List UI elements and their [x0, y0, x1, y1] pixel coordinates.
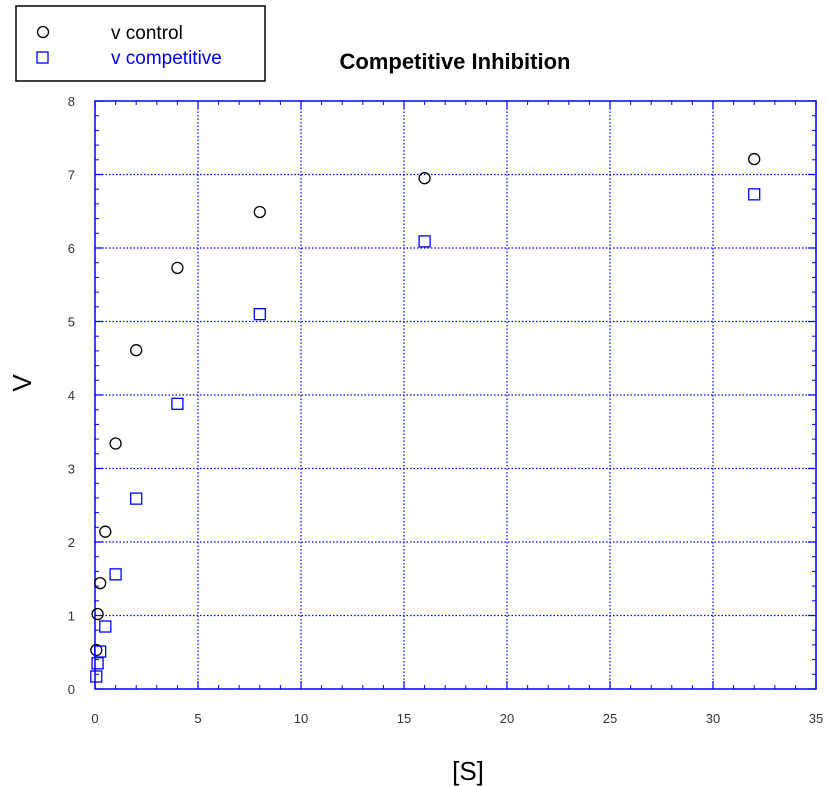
- point-competitive: [171, 397, 184, 410]
- y-tick-label: 0: [68, 682, 75, 697]
- point-competitive: [91, 657, 104, 670]
- x-tick-label: 15: [397, 711, 411, 726]
- point-control: [99, 525, 112, 538]
- x-tick-label: 0: [91, 711, 98, 726]
- y-tick-label: 5: [68, 315, 75, 330]
- y-tick-labels: 0 1 2 3 4 5 6 7 8: [68, 94, 75, 697]
- point-control: [90, 643, 103, 657]
- point-competitive: [94, 645, 107, 658]
- point-competitive: [99, 620, 112, 633]
- legend-label-control: v control: [111, 23, 183, 44]
- legend-box: [15, 5, 266, 82]
- y-tick-label: 8: [68, 94, 75, 109]
- point-control: [418, 172, 431, 185]
- x-tick-label: 35: [809, 711, 823, 726]
- point-control: [171, 261, 184, 274]
- x-tick-label: 10: [294, 711, 308, 726]
- x-tick-label: 25: [603, 711, 617, 726]
- legend-marker-competitive: [36, 51, 49, 64]
- point-control: [91, 607, 104, 621]
- point-competitive: [90, 670, 103, 683]
- x-tick-label: 5: [194, 711, 201, 726]
- x-tick-labels: 0 5 10 15 20 25 30 35: [91, 711, 823, 726]
- x-tick-label: 30: [706, 711, 720, 726]
- point-control: [130, 344, 143, 357]
- point-competitive: [109, 568, 122, 581]
- point-control: [253, 205, 266, 219]
- legend-label-competitive: v competitive: [111, 48, 222, 69]
- legend-marker-control: [36, 25, 50, 39]
- x-axis-label: [S]: [452, 756, 484, 786]
- x-tick-label: 20: [500, 711, 514, 726]
- point-control: [748, 152, 761, 166]
- point-competitive: [253, 307, 266, 321]
- y-tick-label: 4: [68, 388, 75, 403]
- axis-ticks: [94, 100, 817, 690]
- point-competitive: [418, 235, 431, 248]
- point-competitive: [748, 188, 761, 201]
- point-control: [109, 437, 122, 450]
- legend: v control v competitive: [15, 5, 266, 82]
- y-tick-label: 2: [68, 535, 75, 550]
- y-tick-label: 6: [68, 241, 75, 256]
- y-tick-label: 7: [68, 168, 75, 183]
- y-axis-label: V: [7, 374, 37, 392]
- y-tick-label: 3: [68, 462, 75, 477]
- y-tick-label: 1: [68, 609, 75, 624]
- chart-title: Competitive Inhibition: [340, 49, 571, 74]
- point-control: [94, 577, 107, 590]
- data-points: [90, 152, 761, 683]
- point-competitive: [130, 492, 143, 505]
- grid-lines: [95, 101, 816, 689]
